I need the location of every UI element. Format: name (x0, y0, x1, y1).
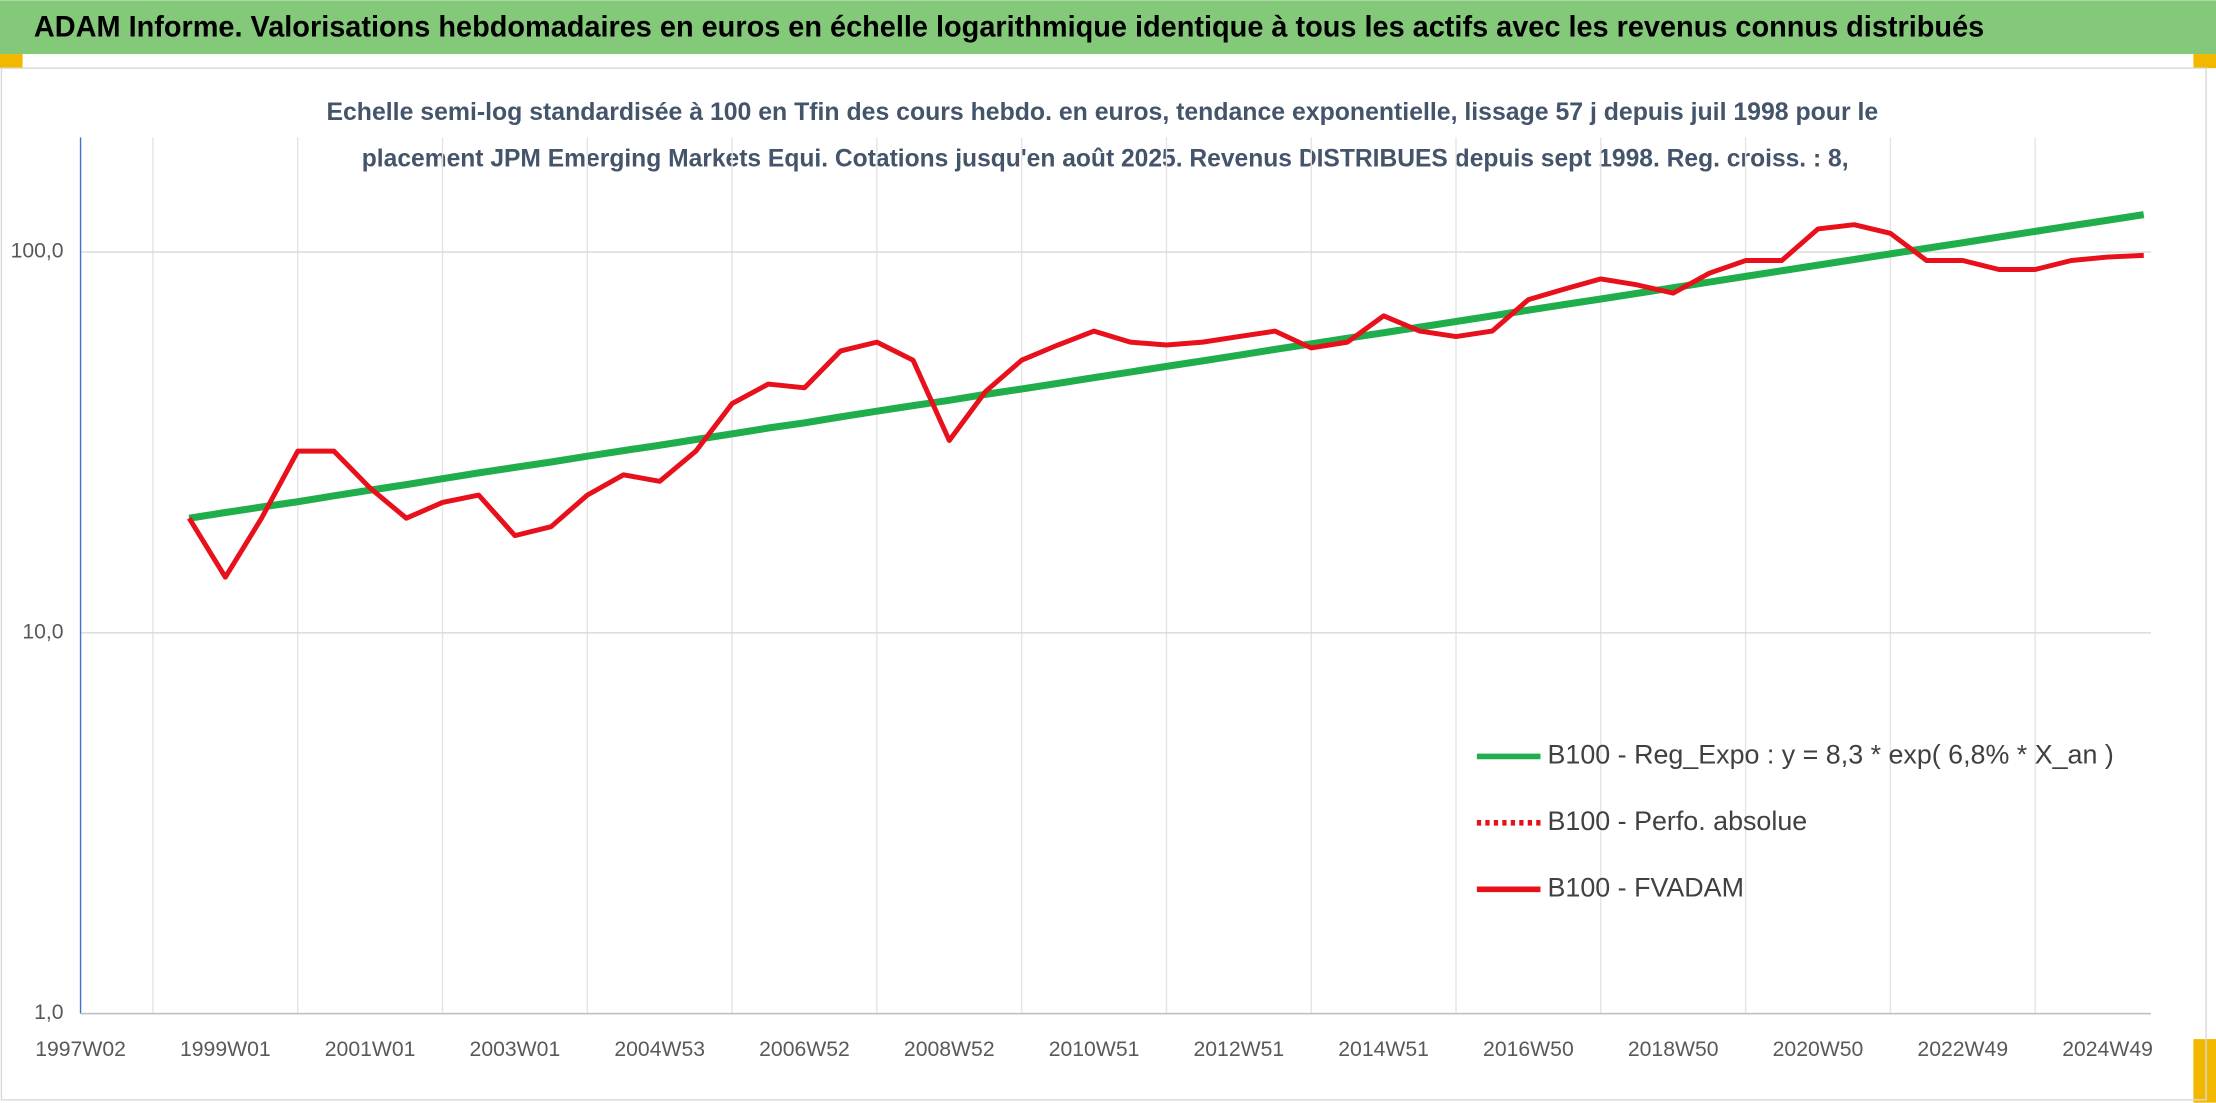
x-tick-label: 2016W50 (1483, 1038, 1574, 1061)
x-tick-label: 2003W01 (470, 1038, 561, 1061)
x-tick-label: 1999W01 (180, 1038, 271, 1061)
x-tick-label: 2006W52 (759, 1038, 850, 1061)
x-tick-label: 2008W52 (904, 1038, 995, 1061)
corner-tab (2193, 1039, 2216, 1103)
chart-title: ADAM Informe. Valorisations hebdomadaire… (34, 10, 1984, 43)
x-tick-label: 2004W53 (614, 1038, 705, 1061)
corner-tab (0, 54, 23, 69)
x-tick-label: 2020W50 (1773, 1038, 1864, 1061)
x-tick-label: 2001W01 (325, 1038, 416, 1061)
chart-subtitle: Echelle semi-log standardisée à 100 en T… (326, 98, 1878, 126)
x-tick-label: 2014W51 (1338, 1038, 1429, 1061)
y-tick-label: 100,0 (11, 240, 64, 263)
plot-area: 1,0 10,0 100,0 1997W02 1999W01 2001W01 2003W01… (11, 137, 2153, 1061)
header-bar (0, 0, 2216, 55)
x-tick-label: 2022W49 (1917, 1038, 2008, 1061)
x-tick-label: 2010W51 (1049, 1038, 1140, 1061)
corner-tab (2193, 54, 2216, 69)
chart-subtitle: placement JPM Emerging Markets Equi. Cot… (362, 145, 1849, 173)
x-tick-label: 2012W51 (1193, 1038, 1284, 1061)
series-line (187, 222, 2144, 580)
legend-label: B100 - FVADAM (1548, 872, 1744, 902)
chart-border (0, 67, 2207, 1101)
y-tick-label: 1,0 (34, 1001, 63, 1024)
series-line (188, 211, 2145, 522)
x-tick-label: 1997W02 (35, 1038, 126, 1061)
y-tick-label: 10,0 (22, 620, 63, 643)
x-tick-label: 2024W49 (2062, 1038, 2153, 1061)
x-tick-label: 2018W50 (1628, 1038, 1719, 1061)
legend: B100 - Reg_Expo : y = 8,3 * exp( 6,8% * … (1476, 740, 2114, 902)
legend-label: B100 - Reg_Expo : y = 8,3 * exp( 6,8% * … (1548, 740, 2114, 770)
legend-label: B100 - Perfo. absolue (1548, 806, 1808, 836)
